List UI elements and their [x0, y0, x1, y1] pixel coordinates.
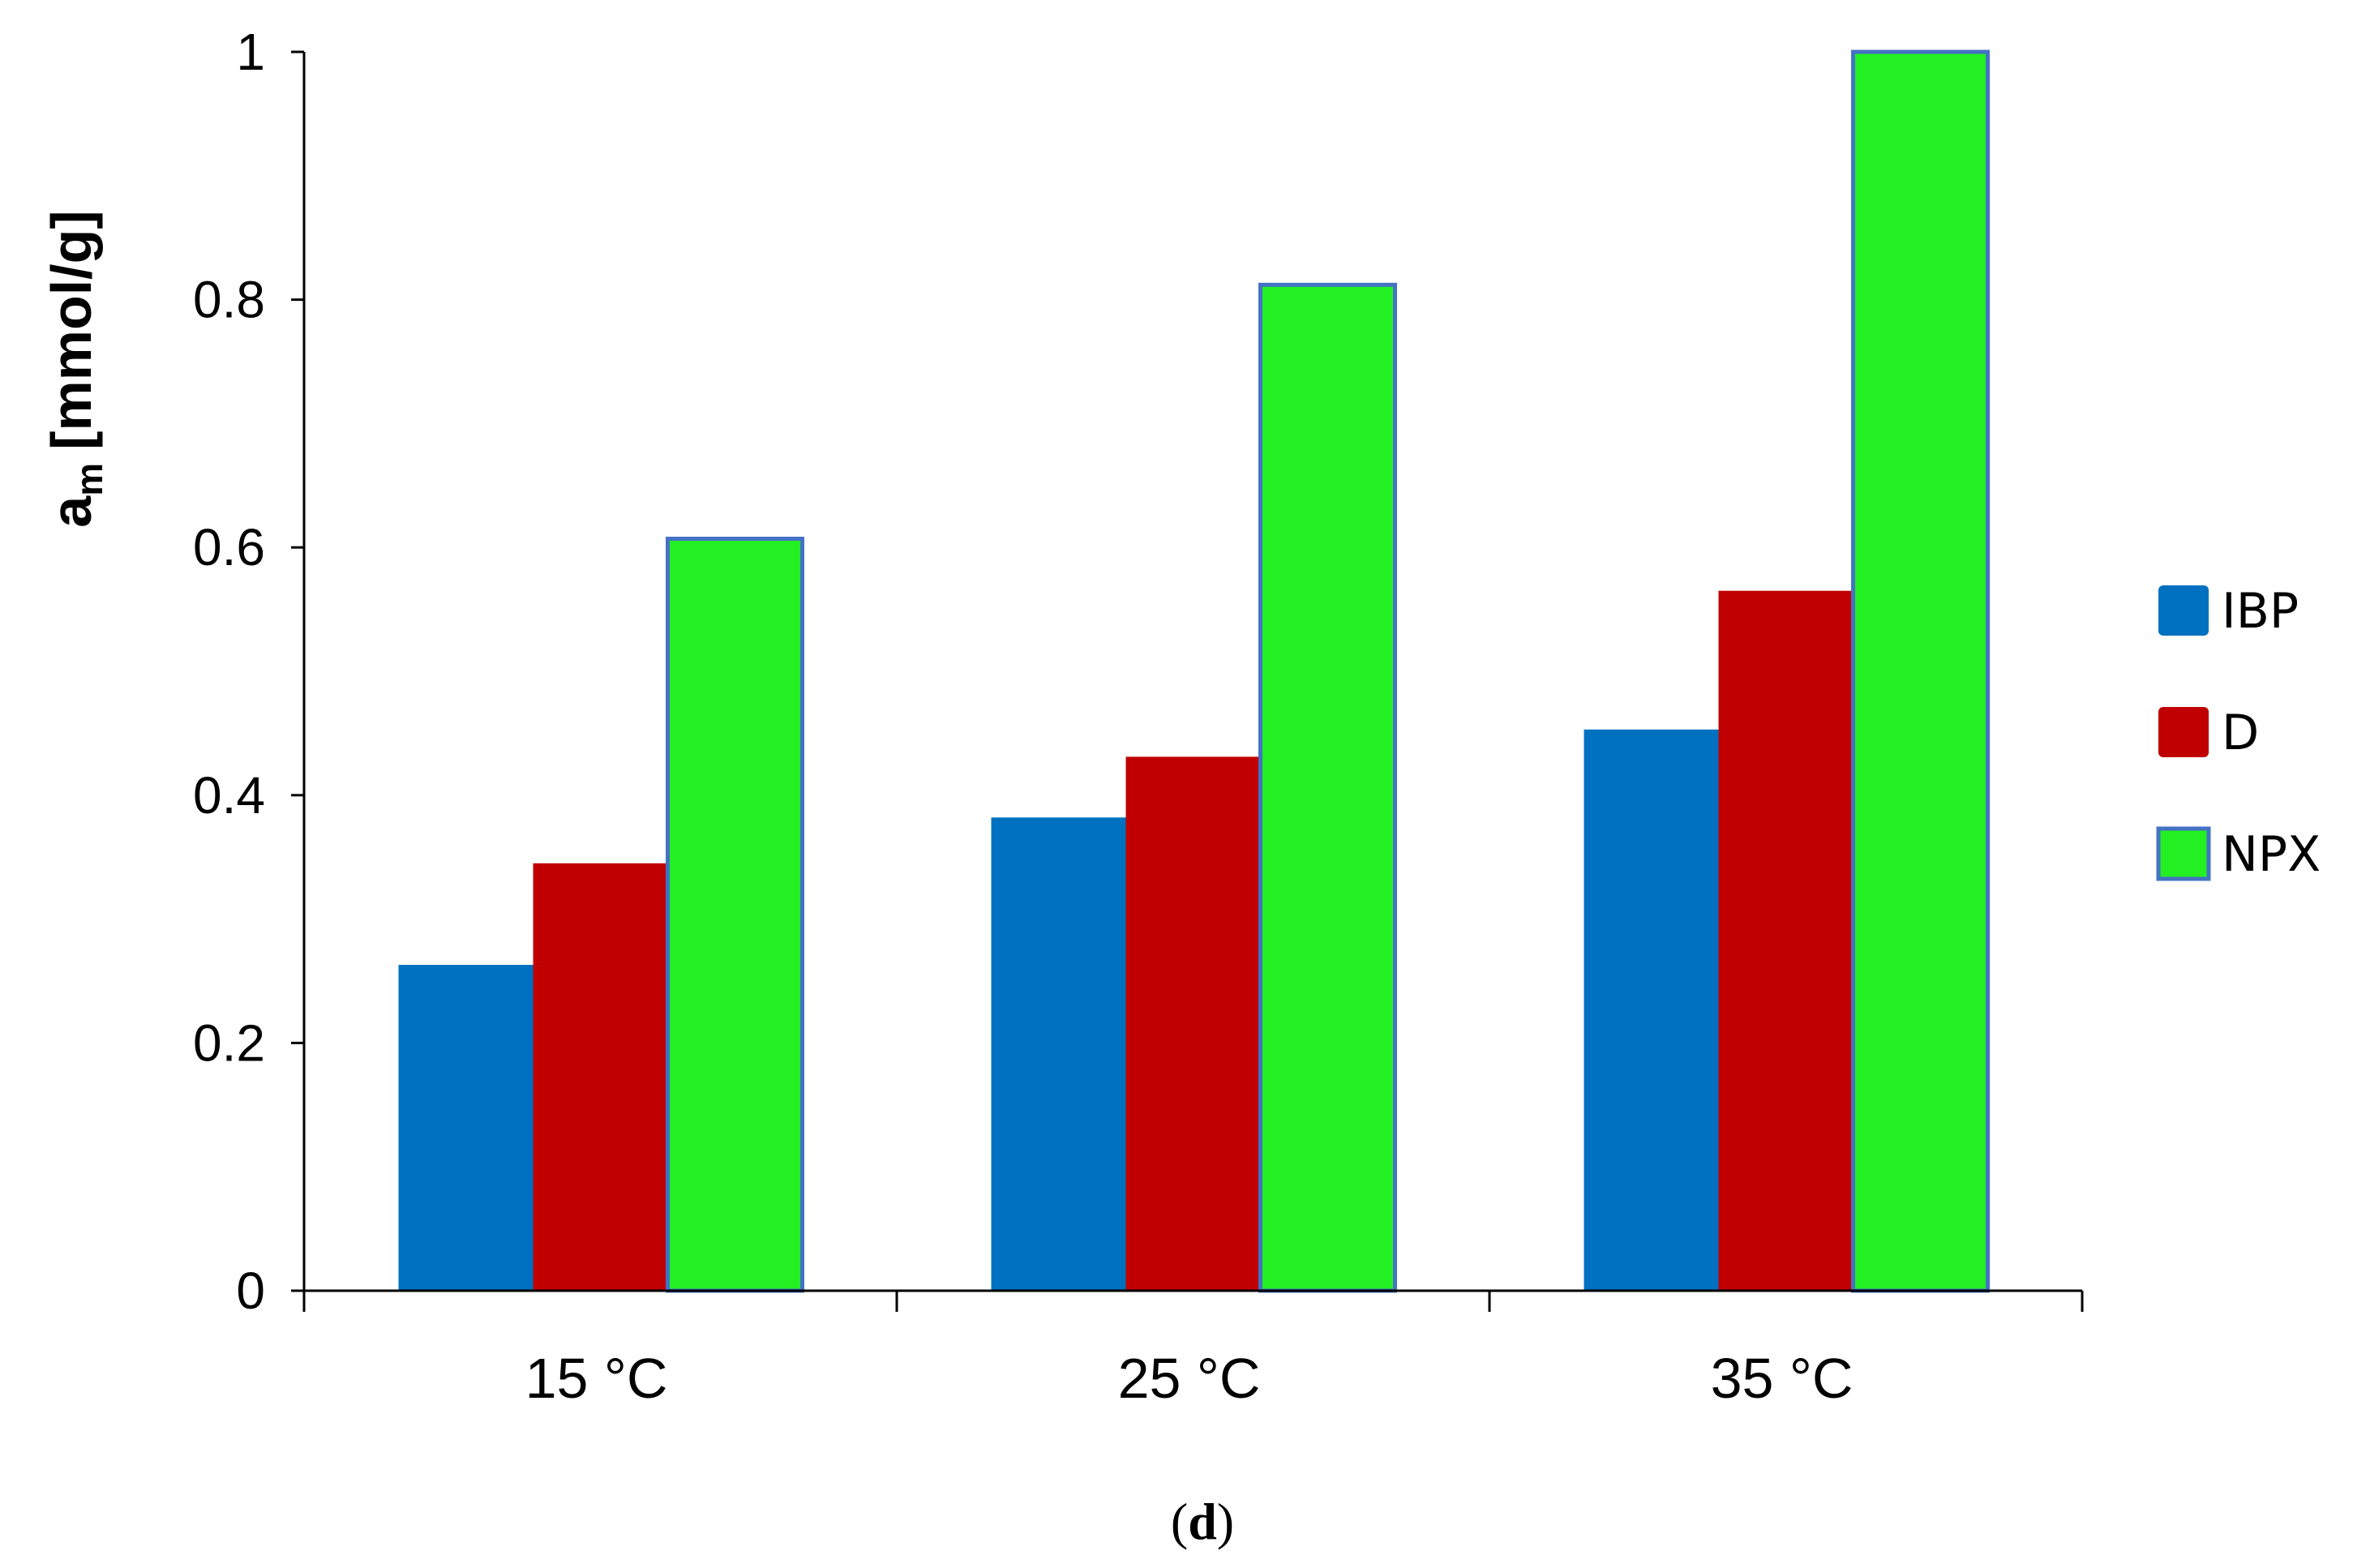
bar-npx-2: [1258, 282, 1397, 1293]
legend-swatch-ibp: [2158, 585, 2209, 636]
caption-letter: d: [1188, 1493, 1217, 1550]
legend-label-npx: NPX: [2222, 826, 2321, 883]
y-tick-label: 0: [236, 1262, 265, 1320]
bar-d-3: [1718, 590, 1854, 1291]
y-axis-label-main: a: [40, 495, 103, 528]
caption-close-paren: ): [1217, 1493, 1234, 1550]
bar-npx-3: [1851, 49, 1990, 1293]
y-tick-label: 0.8: [193, 271, 265, 329]
x-category-label: 15 °C: [525, 1347, 668, 1410]
legend-swatch-d: [2158, 707, 2209, 757]
x-category-label: 25 °C: [1118, 1347, 1261, 1410]
y-tick-label: 0.4: [193, 766, 265, 825]
legend-label-d: D: [2222, 705, 2259, 761]
bar-d-2: [1125, 756, 1261, 1291]
y-tick-labels: 0 0.2 0.4 0.6 0.8 1: [193, 23, 265, 1320]
y-tick-label: 1: [236, 23, 265, 81]
bar-ibp-2: [991, 817, 1126, 1291]
axes-layer: [291, 50, 2084, 1312]
y-axis-label-subscript: m: [68, 463, 110, 496]
legend-label-ibp: IBP: [2222, 583, 2299, 640]
y-axis-label: am [mmol/g]: [40, 210, 110, 527]
y-tick-label: 0.6: [193, 518, 265, 576]
bars-layer: [398, 49, 1990, 1293]
caption-open-paren: (: [1171, 1493, 1188, 1550]
legend-swatch-npx: [2156, 826, 2211, 881]
bar-ibp-1: [398, 965, 534, 1291]
x-tick-labels: 15 °C 25 °C 35 °C: [525, 1347, 1854, 1410]
x-category-label: 35 °C: [1711, 1347, 1854, 1410]
y-tick-label: 0.2: [193, 1013, 265, 1072]
bar-npx-1: [666, 537, 804, 1293]
y-axis-label-unit: [mmol/g]: [40, 210, 103, 450]
bar-d-1: [533, 863, 668, 1291]
bar-ibp-3: [1584, 729, 1719, 1291]
figure-caption: (d): [1171, 1493, 1234, 1550]
legend: IBP D NPX: [2156, 583, 2321, 883]
